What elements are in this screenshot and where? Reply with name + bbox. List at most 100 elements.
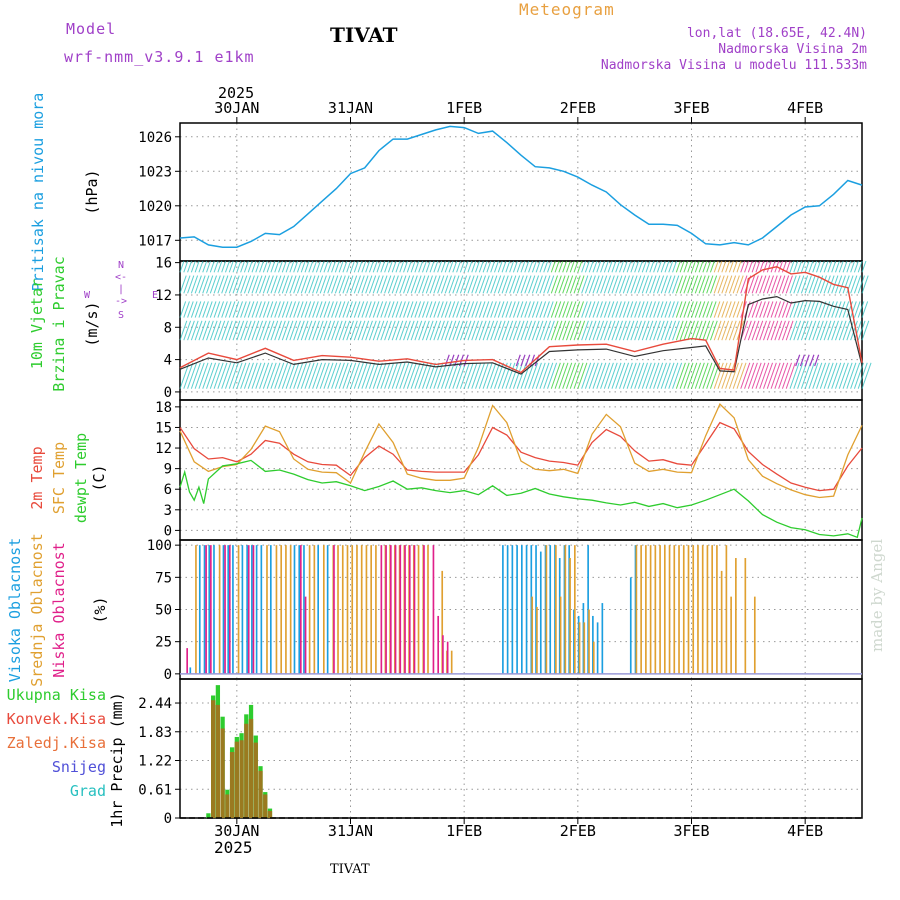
wind-barb: [630, 260, 636, 273]
wind-barb: [835, 320, 843, 341]
wind-barb: [422, 275, 430, 294]
wind-barb: [630, 275, 638, 294]
wind-barb: [459, 301, 467, 318]
wind-barb: [766, 301, 774, 318]
wind-barb: [808, 320, 817, 341]
cloud-high-axis-label: Visoka Oblacnost: [6, 538, 24, 683]
wind-barb: [736, 362, 747, 389]
wind-barb: [713, 362, 724, 389]
wind-barb: [467, 362, 478, 389]
wind-barb: [653, 275, 661, 294]
station-title: TIVAT: [330, 23, 398, 47]
wind-barb: [221, 301, 228, 318]
wind-barb: [300, 362, 311, 389]
wind-barb: [296, 275, 305, 294]
wind-barb: [255, 275, 263, 294]
wind-barb: [228, 362, 239, 389]
wind-barb: [547, 320, 555, 341]
wind-barb: [535, 260, 541, 273]
wind-barb: [331, 275, 339, 294]
wind-barb: [255, 301, 262, 318]
x-tick-label-bottom: 4FEB: [787, 822, 823, 840]
wind-barb: [846, 260, 852, 273]
wind-barb: [717, 275, 725, 294]
wind-barb: [346, 275, 354, 294]
wind-barb: [588, 362, 599, 389]
wind-barb: [259, 362, 270, 389]
wind-barb: [501, 275, 509, 294]
wind-barb: [497, 275, 505, 294]
wind-barb: [744, 362, 755, 389]
cloud-high-bar: [203, 545, 206, 674]
wind-barb: [721, 275, 729, 294]
precip-freezing-bar: [220, 728, 225, 818]
wind-barb: [285, 301, 293, 318]
wind-barb: [520, 362, 531, 389]
wind-barb: [281, 301, 289, 318]
x-tick-label-bottom: 31JAN: [328, 822, 373, 840]
wind-barb: [410, 275, 418, 294]
cloud-low-bar: [205, 545, 207, 674]
wind-barb: [304, 301, 312, 318]
wind-barb: [672, 362, 683, 389]
wind-barb: [823, 362, 834, 389]
wind-barb: [278, 301, 285, 318]
wind-barb: [357, 320, 366, 341]
wind-barb: [380, 362, 391, 389]
wind-barb: [766, 275, 774, 294]
wind-barb: [835, 301, 842, 318]
wind-barb: [338, 301, 346, 318]
wind-compass-glyph: E: [152, 290, 158, 301]
wind-barb: [240, 320, 248, 341]
panel-frame: [179, 399, 863, 541]
wind-barb: [619, 260, 624, 273]
y-tick-label: 9: [164, 462, 172, 478]
wind-barb: [486, 362, 497, 389]
wind-barb: [702, 320, 711, 341]
wind-barb: [403, 260, 408, 273]
wind-barb: [857, 362, 868, 389]
wind-barb: [797, 362, 808, 389]
wind-barb: [622, 320, 631, 341]
wind-barb: [319, 275, 327, 294]
wind-barb: [660, 301, 668, 318]
cloud-high-bar: [326, 545, 329, 674]
wind-barb: [691, 260, 696, 273]
wind-barb: [823, 320, 832, 341]
wind-barb: [243, 362, 254, 389]
wind-barb: [475, 260, 480, 273]
cloud-low-bar: [247, 545, 250, 674]
wind-barb: [630, 301, 638, 318]
cloud-mid-bar: [545, 545, 548, 674]
wind-barb-calm: [799, 354, 805, 367]
wind-barb: [251, 260, 257, 273]
wind-barb: [440, 320, 449, 341]
cloud-low-bar: [252, 545, 255, 674]
wind-barb: [505, 301, 512, 318]
wind-barb: [766, 260, 772, 273]
wind-barb: [243, 320, 252, 341]
wind-barb: [452, 362, 463, 389]
cloud-mid-bar: [673, 545, 676, 674]
wind-barb: [850, 301, 857, 318]
wind-barb: [656, 320, 665, 341]
wind-barb: [350, 260, 355, 273]
wind-barb: [763, 260, 768, 273]
wind-barb: [520, 260, 526, 273]
wind-barb: [331, 301, 338, 318]
wind-barb: [414, 362, 425, 389]
cloud-high-bar: [260, 545, 263, 674]
y-tick-label: 1020: [138, 199, 172, 215]
wind-barb: [187, 362, 198, 389]
wind-barb: [842, 320, 851, 341]
wind-barb: [630, 320, 639, 341]
wind-barb: [437, 362, 448, 389]
wind-barb: [380, 320, 389, 341]
wind-barb: [410, 362, 421, 389]
wind-barb: [770, 260, 776, 273]
cloud-high-bar: [521, 545, 523, 674]
y-tick-label: 8: [164, 320, 172, 336]
precip-legend-item: Snijeg: [52, 758, 106, 776]
wind-barb: [240, 301, 247, 318]
wind-barb: [232, 362, 243, 389]
